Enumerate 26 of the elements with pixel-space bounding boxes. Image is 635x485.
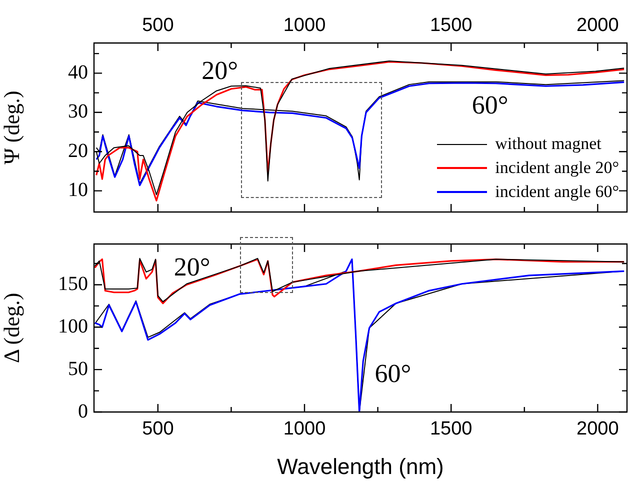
x-tick-label: 1000	[283, 418, 326, 440]
y-tick-label: 150	[58, 272, 88, 295]
x-tick-label: 2000	[576, 418, 619, 440]
annotation: 60°	[472, 90, 508, 120]
x-tick-label: 500	[142, 418, 174, 440]
x-tick-label: 2000	[576, 14, 619, 36]
y-axis-title: Ψ (deg.)	[0, 90, 24, 164]
legend-label: without magnet	[495, 133, 602, 155]
x-axis-title: Wavelength (nm)	[277, 454, 444, 479]
x-tick-label: 1000	[283, 14, 326, 36]
y-tick-label: 0	[78, 400, 88, 422]
legend-label: incident angle 60°	[495, 181, 619, 203]
y-axis-title: Δ (deg.)	[0, 292, 24, 364]
annotation: 20°	[202, 56, 238, 86]
y-tick-label: 20	[68, 140, 88, 162]
y-tick-label: 10	[68, 179, 88, 202]
y-tick-label: 30	[68, 100, 88, 123]
y-tick-label: 100	[58, 315, 88, 338]
annotation: 20°	[174, 252, 210, 282]
legend-label: incident angle 20°	[495, 157, 619, 179]
x-tick-label: 1500	[430, 14, 472, 36]
y-tick-label: 50	[68, 358, 88, 380]
x-tick-label: 500	[142, 14, 174, 36]
y-tick-label: 40	[68, 61, 88, 84]
x-tick-label: 1500	[430, 418, 472, 440]
annotation: 60°	[374, 358, 412, 388]
